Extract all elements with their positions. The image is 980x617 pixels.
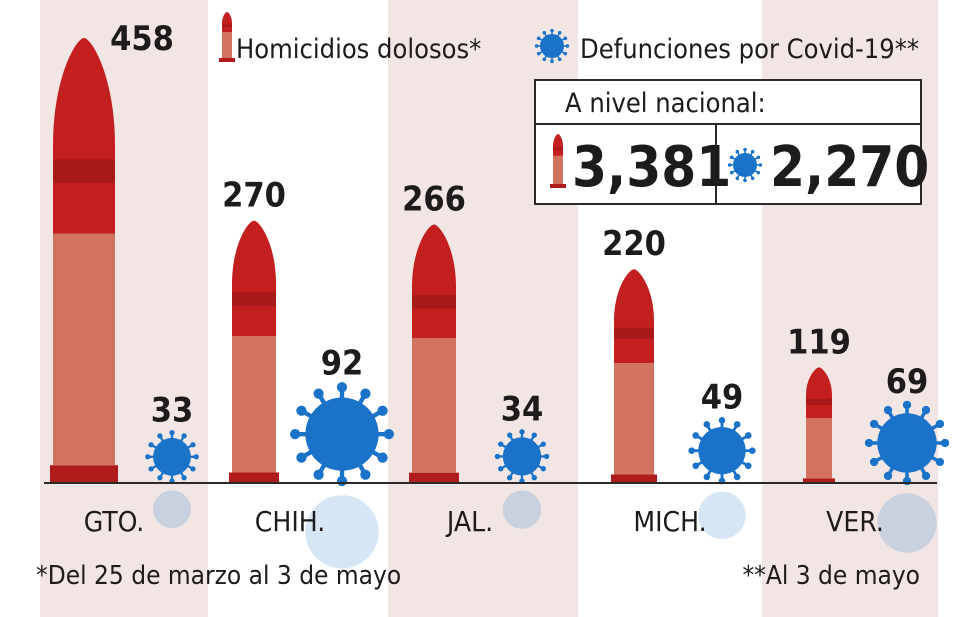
category-label: GTO. <box>84 505 145 538</box>
covid-bar <box>864 400 950 486</box>
national-virus-shape <box>727 147 763 183</box>
legend-virus-shape <box>534 28 570 64</box>
homicides-value-label: 270 <box>222 176 286 216</box>
category-label: VER. <box>826 505 884 538</box>
category-label: MICH. <box>633 505 706 538</box>
homicides-bar <box>409 224 459 483</box>
legend-covid-label: Defunciones por Covid-19** <box>580 34 919 65</box>
homicides-bar <box>50 38 118 483</box>
national-bullet-shape <box>550 134 566 188</box>
legend-virus-icon <box>534 28 570 64</box>
legend: Homicidios dolosos* Defunciones por Covi… <box>219 12 919 65</box>
covid-bar <box>290 382 394 487</box>
covid-bar <box>494 429 550 484</box>
homicides-value-label: 119 <box>787 322 851 362</box>
legend-homicides-label: Homicidios dolosos* <box>236 34 481 65</box>
legend-bullet-shape <box>219 12 235 62</box>
covid-value-label: 49 <box>701 378 744 418</box>
homicides-value-label: 220 <box>602 224 666 264</box>
footnote-left: *Del 25 de marzo al 3 de mayo <box>36 561 401 591</box>
covid-value-label: 33 <box>151 390 194 430</box>
national-box: A nivel nacional: 3,381 2,270 <box>534 79 929 205</box>
category-label: JAL. <box>445 505 493 538</box>
chart-labels: 458 33 GTO. 270 92 CHIH. 266 34 JAL. 220 49 MICH. 11… <box>84 19 929 538</box>
national-covid-value: 2,270 <box>770 135 929 200</box>
homicides-bar <box>611 269 657 483</box>
national-homicides-value: 3,381 <box>572 135 731 200</box>
chart-marks <box>50 38 950 569</box>
covid-value-label: 69 <box>886 362 929 402</box>
covid-bar <box>688 417 756 485</box>
homicides-value-label: 266 <box>402 180 466 220</box>
covid-bar <box>145 429 199 484</box>
national-title: A nivel nacional: <box>565 88 766 119</box>
national-virus-icon <box>727 147 763 183</box>
category-label: CHIH. <box>255 505 325 538</box>
legend-bullet-icon <box>219 12 235 62</box>
homicides-bar <box>803 367 835 483</box>
footnote-right: **Al 3 de mayo <box>742 561 920 591</box>
covid-value-label: 34 <box>501 390 544 430</box>
homicides-value-label: 458 <box>110 19 174 59</box>
homicides-bar <box>229 220 279 483</box>
national-bullet-icon <box>550 134 566 188</box>
covid-value-label: 92 <box>321 344 364 384</box>
